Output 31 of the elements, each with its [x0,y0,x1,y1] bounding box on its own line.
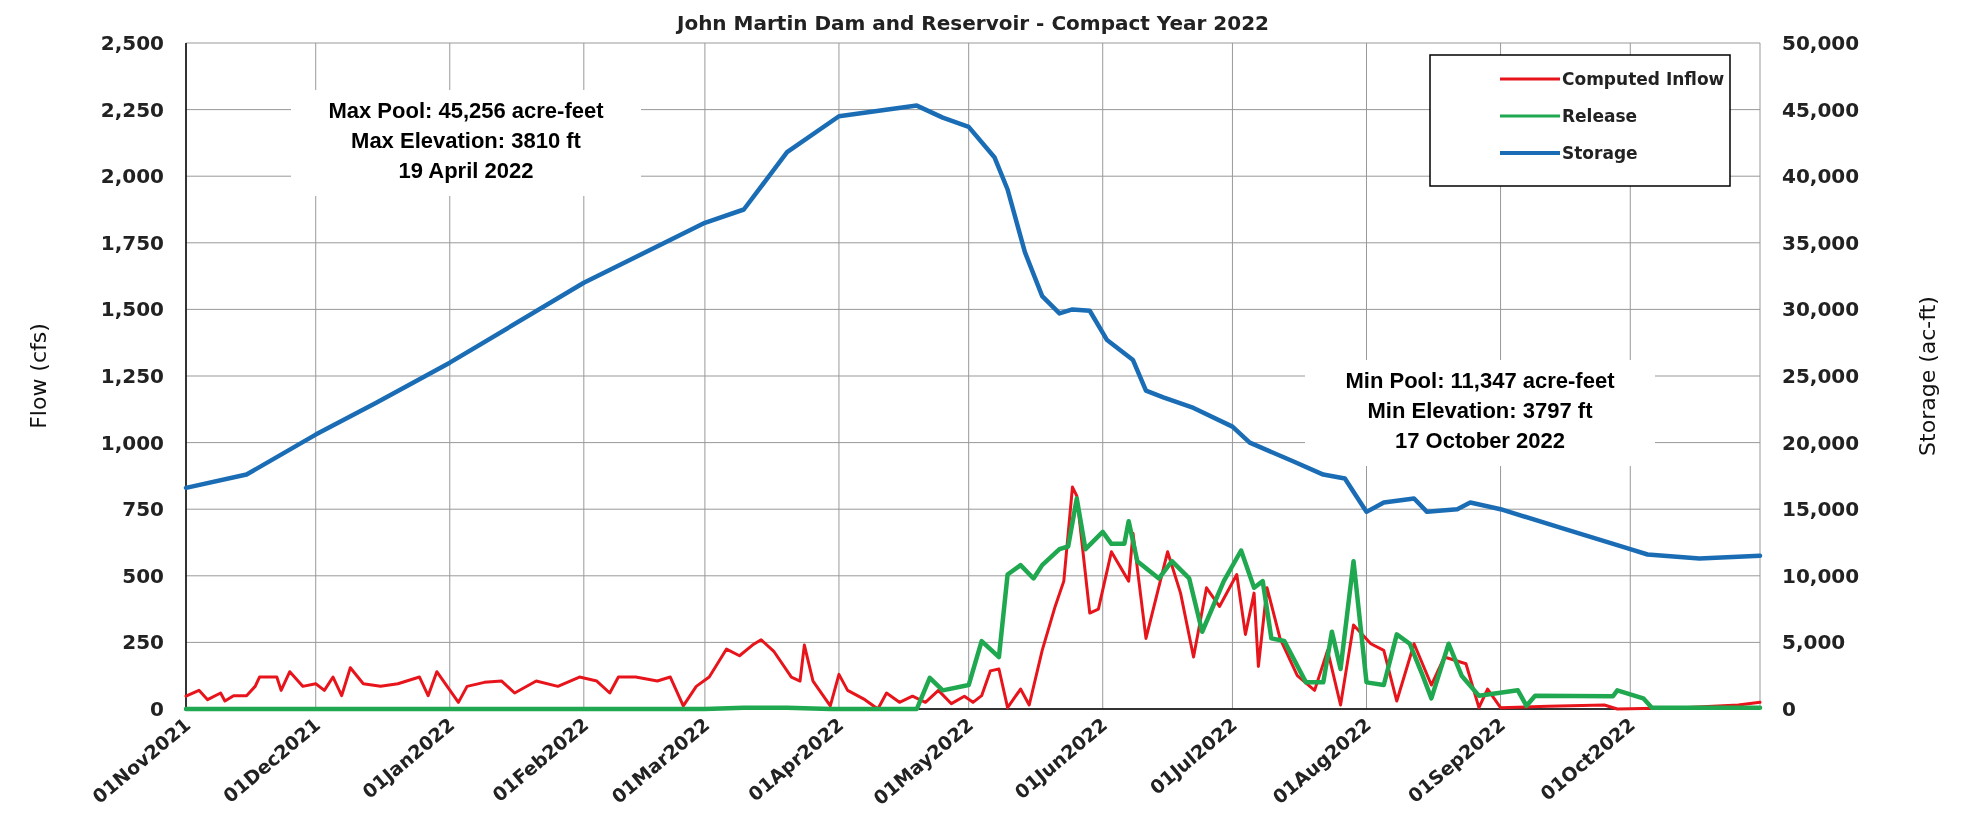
y2-tick-label: 45,000 [1782,97,1860,122]
y2-tick-label: 40,000 [1782,164,1860,189]
y-tick-label: 1,250 [100,364,164,388]
y-tick-label: 2,500 [100,31,164,55]
y-tick-label: 250 [122,630,164,655]
y2-axis-title: Storage (ac-ft) [1915,296,1940,456]
y2-tick-label: 35,000 [1782,230,1860,255]
legend-label: Release [1562,105,1638,126]
y-tick-label: 500 [122,563,164,588]
y2-tick-label: 25,000 [1782,364,1860,388]
legend-label: Storage [1562,142,1638,163]
annotation: Min Pool: 11,347 acre-feet Min Elevation: 3797 ft 17 October 2022 [1345,368,1616,453]
y-tick-label: 1,000 [100,430,164,455]
y2-tick-label: 5,000 [1782,630,1846,655]
y-tick-label: 2,250 [100,97,164,122]
y2-tick-label: 30,000 [1782,297,1860,322]
y-axis-title: Flow (cfs) [26,323,51,429]
legend-label: Computed Inflow [1562,68,1725,89]
y-tick-label: 1,750 [100,230,164,255]
y2-tick-label: 10,000 [1782,563,1860,588]
annotation: Max Pool: 45,256 acre-feet Max Elevation: 3810 ft 19 April 2022 [328,98,605,183]
y2-tick-label: 15,000 [1782,497,1860,522]
chart-title: John Martin Dam and Reservoir - Compact Year 2022 [674,11,1270,35]
y-tick-label: 750 [122,497,164,522]
y2-tick-label: 20,000 [1782,430,1860,455]
y2-tick-label: 0 [1782,697,1796,721]
line-series [183,103,1763,561]
y-tick-label: 1,500 [100,297,164,322]
y2-tick-label: 50,000 [1782,31,1860,55]
y-tick-label: 0 [150,697,164,721]
y-tick-label: 2,000 [100,164,164,189]
